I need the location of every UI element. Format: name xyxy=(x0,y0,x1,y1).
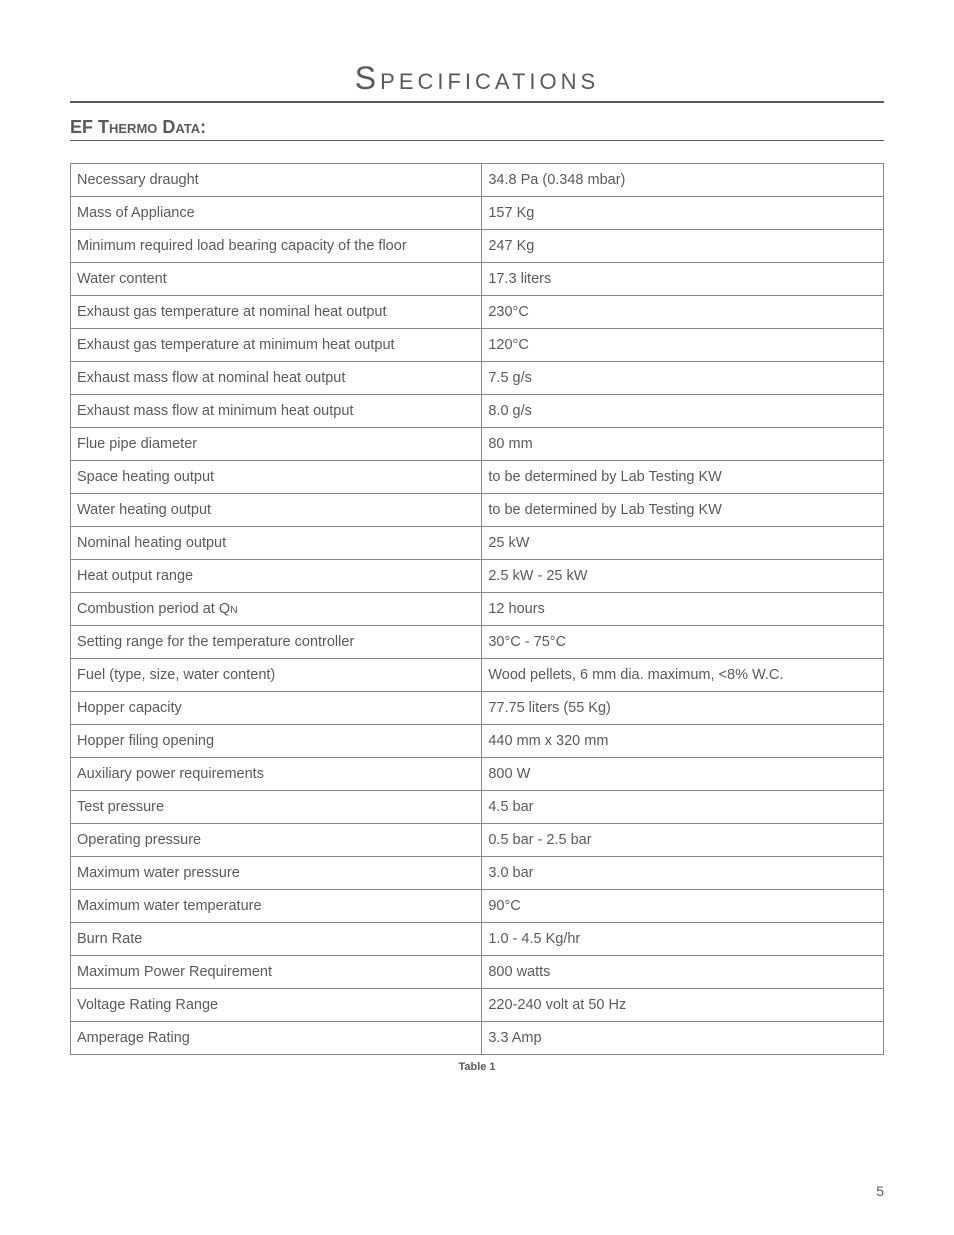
table-row: Combustion period at QN12 hours xyxy=(71,593,884,626)
spec-label: Hopper capacity xyxy=(71,692,482,725)
spec-value: 25 kW xyxy=(482,527,884,560)
spec-table: Necessary draught34.8 Pa (0.348 mbar)Mas… xyxy=(70,163,884,1055)
spec-value: to be determined by Lab Testing KW xyxy=(482,494,884,527)
spec-value: to be determined by Lab Testing KW xyxy=(482,461,884,494)
spec-value: Wood pellets, 6 mm dia. maximum, <8% W.C… xyxy=(482,659,884,692)
spec-label: Mass of Appliance xyxy=(71,197,482,230)
spec-value: 247 Kg xyxy=(482,230,884,263)
table-row: Water content17.3 liters xyxy=(71,263,884,296)
spec-label: Necessary draught xyxy=(71,164,482,197)
spec-label: Voltage Rating Range xyxy=(71,989,482,1022)
table-row: Maximum Power Requirement800 watts xyxy=(71,956,884,989)
table-row: Burn Rate1.0 - 4.5 Kg/hr xyxy=(71,923,884,956)
table-row: Heat output range2.5 kW - 25 kW xyxy=(71,560,884,593)
spec-label: Space heating output xyxy=(71,461,482,494)
spec-value: 220-240 volt at 50 Hz xyxy=(482,989,884,1022)
spec-value: 1.0 - 4.5 Kg/hr xyxy=(482,923,884,956)
table-row: Mass of Appliance157 Kg xyxy=(71,197,884,230)
spec-value: 800 W xyxy=(482,758,884,791)
page-number: 5 xyxy=(70,1183,884,1199)
spec-value: 3.0 bar xyxy=(482,857,884,890)
table-row: Operating pressure0.5 bar - 2.5 bar xyxy=(71,824,884,857)
table-row: Fuel (type, size, water content)Wood pel… xyxy=(71,659,884,692)
table-row: Voltage Rating Range220-240 volt at 50 H… xyxy=(71,989,884,1022)
table-row: Auxiliary power requirements800 W xyxy=(71,758,884,791)
spec-label: Burn Rate xyxy=(71,923,482,956)
spec-value: 3.3 Amp xyxy=(482,1022,884,1055)
section-title: EF Thermo Data: xyxy=(70,117,884,141)
spec-value: 230°C xyxy=(482,296,884,329)
spec-label: Combustion period at QN xyxy=(71,593,482,626)
table-row: Hopper capacity77.75 liters (55 Kg) xyxy=(71,692,884,725)
table-row: Maximum water temperature90°C xyxy=(71,890,884,923)
table-row: Amperage Rating3.3 Amp xyxy=(71,1022,884,1055)
table-row: Space heating outputto be determined by … xyxy=(71,461,884,494)
spec-label: Exhaust gas temperature at nominal heat … xyxy=(71,296,482,329)
spec-label-subscript: N xyxy=(230,604,238,616)
spec-label: Flue pipe diameter xyxy=(71,428,482,461)
table-row: Nominal heating output25 kW xyxy=(71,527,884,560)
spec-value: 120°C xyxy=(482,329,884,362)
spec-value: 7.5 g/s xyxy=(482,362,884,395)
spec-value: 157 Kg xyxy=(482,197,884,230)
spec-value: 4.5 bar xyxy=(482,791,884,824)
spec-value: 800 watts xyxy=(482,956,884,989)
table-row: Hopper filing opening440 mm x 320 mm xyxy=(71,725,884,758)
table-row: Exhaust mass flow at minimum heat output… xyxy=(71,395,884,428)
spec-label: Exhaust gas temperature at minimum heat … xyxy=(71,329,482,362)
spec-label: Auxiliary power requirements xyxy=(71,758,482,791)
spec-label: Maximum water pressure xyxy=(71,857,482,890)
spec-value: 30°C - 75°C xyxy=(482,626,884,659)
spec-label: Water content xyxy=(71,263,482,296)
table-row: Maximum water pressure3.0 bar xyxy=(71,857,884,890)
spec-label: Heat output range xyxy=(71,560,482,593)
spec-label: Minimum required load bearing capacity o… xyxy=(71,230,482,263)
table-row: Exhaust gas temperature at nominal heat … xyxy=(71,296,884,329)
spec-value: 34.8 Pa (0.348 mbar) xyxy=(482,164,884,197)
spec-value: 77.75 liters (55 Kg) xyxy=(482,692,884,725)
spec-label: Nominal heating output xyxy=(71,527,482,560)
spec-value: 0.5 bar - 2.5 bar xyxy=(482,824,884,857)
spec-value: 80 mm xyxy=(482,428,884,461)
spec-label: Maximum Power Requirement xyxy=(71,956,482,989)
table-row: Exhaust mass flow at nominal heat output… xyxy=(71,362,884,395)
spec-label: Hopper filing opening xyxy=(71,725,482,758)
table-row: Water heating outputto be determined by … xyxy=(71,494,884,527)
spec-label: Maximum water temperature xyxy=(71,890,482,923)
spec-value: 2.5 kW - 25 kW xyxy=(482,560,884,593)
spec-label: Exhaust mass flow at minimum heat output xyxy=(71,395,482,428)
table-row: Necessary draught34.8 Pa (0.348 mbar) xyxy=(71,164,884,197)
spec-label: Exhaust mass flow at nominal heat output xyxy=(71,362,482,395)
table-row: Exhaust gas temperature at minimum heat … xyxy=(71,329,884,362)
spec-value: 440 mm x 320 mm xyxy=(482,725,884,758)
table-row: Minimum required load bearing capacity o… xyxy=(71,230,884,263)
spec-value: 90°C xyxy=(482,890,884,923)
spec-value: 17.3 liters xyxy=(482,263,884,296)
spec-label: Fuel (type, size, water content) xyxy=(71,659,482,692)
spec-label: Test pressure xyxy=(71,791,482,824)
table-row: Setting range for the temperature contro… xyxy=(71,626,884,659)
spec-value: 12 hours xyxy=(482,593,884,626)
table-caption: Table 1 xyxy=(70,1061,884,1073)
spec-label: Water heating output xyxy=(71,494,482,527)
page-title: Specifications xyxy=(70,60,884,103)
spec-value: 8.0 g/s xyxy=(482,395,884,428)
table-row: Flue pipe diameter80 mm xyxy=(71,428,884,461)
spec-label: Operating pressure xyxy=(71,824,482,857)
spec-label: Setting range for the temperature contro… xyxy=(71,626,482,659)
spec-label: Amperage Rating xyxy=(71,1022,482,1055)
table-row: Test pressure4.5 bar xyxy=(71,791,884,824)
